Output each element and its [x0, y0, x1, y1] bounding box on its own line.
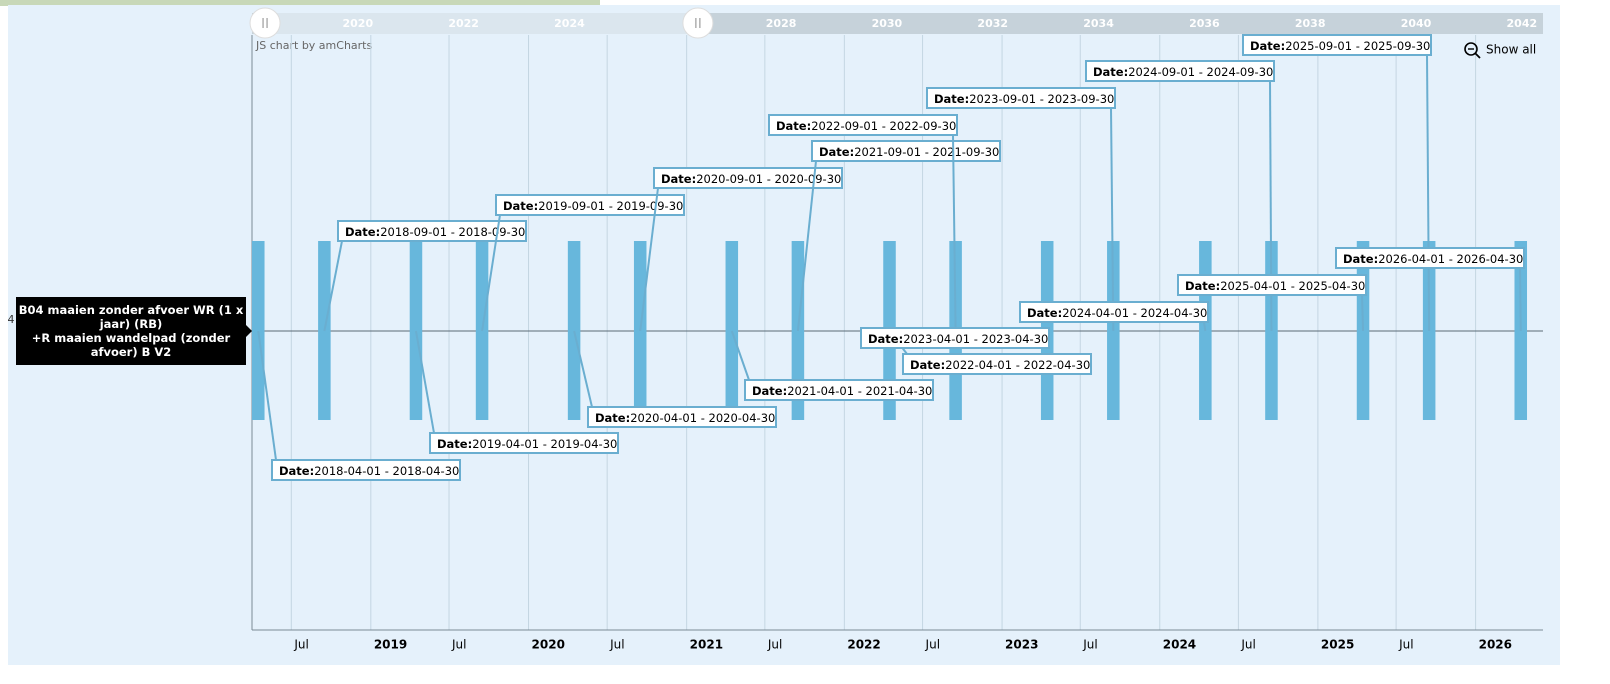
- x-tick-label: 2024: [1163, 638, 1196, 652]
- callout-key: Date:: [910, 358, 945, 372]
- callout-label: 2023-09-01 - 2023-09-30: [969, 92, 1114, 106]
- scrollbar-tick-label: 2040: [1401, 17, 1432, 30]
- scrollbar-tick-label: 2020: [343, 17, 374, 30]
- task-bar: [568, 241, 581, 420]
- grip-circle: [683, 8, 713, 38]
- callout-label: 2018-09-01 - 2018-09-30: [380, 225, 525, 239]
- scrollbar-tick-label: 2042: [1507, 17, 1538, 30]
- callout-key: Date:: [345, 225, 380, 239]
- callout-label: 2019-04-01 - 2019-04-30: [472, 437, 617, 451]
- callout-text: Date:2021-04-01 - 2021-04-30: [752, 384, 932, 398]
- callout-text: Date:2025-04-01 - 2025-04-30: [1185, 279, 1365, 293]
- callout-label: 2024-04-01 - 2024-04-30: [1062, 306, 1207, 320]
- scrollbar-grip[interactable]: [683, 8, 713, 38]
- show-all-label[interactable]: Show all: [1486, 43, 1536, 57]
- scrollbar-tick-label: 2032: [977, 17, 1008, 30]
- callout-text: Date:2018-04-01 - 2018-04-30: [279, 464, 459, 478]
- callout-key: Date:: [776, 119, 811, 133]
- callout-key: Date:: [1027, 306, 1062, 320]
- callout-label: 2021-04-01 - 2021-04-30: [787, 384, 932, 398]
- callout-connector: [1204, 322, 1205, 331]
- task-bar: [252, 241, 265, 420]
- callout-label: 2022-09-01 - 2022-09-30: [811, 119, 956, 133]
- callout-label: 2025-09-01 - 2025-09-30: [1285, 39, 1430, 53]
- callout-text: Date:2024-04-01 - 2024-04-30: [1027, 306, 1207, 320]
- scrollbar-tick-label: 2030: [872, 17, 903, 30]
- x-tick-label: Jul: [451, 638, 466, 652]
- x-tick-label: 2021: [690, 638, 723, 652]
- x-tick-label: Jul: [1082, 638, 1097, 652]
- callout-key: Date:: [934, 92, 969, 106]
- scrollbar-tick-label: 2038: [1295, 17, 1326, 30]
- watermark: JS chart by amCharts: [255, 39, 372, 52]
- category-tooltip: B04 maaien zonder afvoer WR (1 x jaar) (…: [16, 297, 246, 365]
- callout-text: Date:2026-04-01 - 2026-04-30: [1343, 252, 1523, 266]
- scrollbar-tick-label: 2022: [448, 17, 479, 30]
- x-tick-label: 2026: [1479, 638, 1512, 652]
- callout-key: Date:: [1093, 65, 1128, 79]
- callout-connector: [1362, 295, 1363, 331]
- callout-label: 2024-09-01 - 2024-09-30: [1128, 65, 1273, 79]
- callout-key: Date:: [752, 384, 787, 398]
- y-tick-label: 4: [8, 313, 15, 326]
- callout-text: Date:2022-09-01 - 2022-09-30: [776, 119, 956, 133]
- x-tick-label: 2023: [1005, 638, 1038, 652]
- callout-label: 2018-04-01 - 2018-04-30: [314, 464, 459, 478]
- x-tick-label: Jul: [293, 638, 308, 652]
- callout-label: 2020-09-01 - 2020-09-30: [696, 172, 841, 186]
- callout-key: Date:: [279, 464, 314, 478]
- x-tick-label: 2025: [1321, 638, 1354, 652]
- task-bar: [410, 241, 423, 420]
- scrollbar-selection: [265, 13, 698, 34]
- callout-label: 2022-04-01 - 2022-04-30: [945, 358, 1090, 372]
- callout-text: Date:2024-09-01 - 2024-09-30: [1093, 65, 1273, 79]
- callout-label: 2025-04-01 - 2025-04-30: [1220, 279, 1365, 293]
- callout-key: Date:: [437, 437, 472, 451]
- callout-key: Date:: [1185, 279, 1220, 293]
- callout-label: 2021-09-01 - 2021-09-30: [854, 145, 999, 159]
- x-tick-label: 2022: [847, 638, 880, 652]
- x-tick-label: Jul: [925, 638, 940, 652]
- x-tick-label: 2019: [374, 638, 407, 652]
- task-bar: [726, 241, 739, 420]
- callout-text: Date:2019-04-01 - 2019-04-30: [437, 437, 617, 451]
- callout-key: Date:: [1343, 252, 1378, 266]
- callout-connector: [1520, 268, 1521, 331]
- grip-circle: [250, 8, 280, 38]
- callout-key: Date:: [661, 172, 696, 186]
- scrollbar-grip[interactable]: [250, 8, 280, 38]
- callout-label: 2020-04-01 - 2020-04-30: [630, 411, 775, 425]
- x-tick-label: Jul: [609, 638, 624, 652]
- callout-key: Date:: [819, 145, 854, 159]
- x-tick-label: 2020: [532, 638, 565, 652]
- scrollbar-tick-label: 2028: [766, 17, 797, 30]
- callout-key: Date:: [595, 411, 630, 425]
- x-tick-label: Jul: [1240, 638, 1255, 652]
- x-tick-label: Jul: [767, 638, 782, 652]
- callout-key: Date:: [503, 199, 538, 213]
- callout-text: Date:2023-04-01 - 2023-04-30: [868, 332, 1048, 346]
- callout-label: 2023-04-01 - 2023-04-30: [903, 332, 1048, 346]
- callout-text: Date:2023-09-01 - 2023-09-30: [934, 92, 1114, 106]
- page: {"chart_data": { "type": "gantt", "water…: [0, 0, 1610, 684]
- callout-key: Date:: [868, 332, 903, 346]
- callout-label: 2019-09-01 - 2019-09-30: [538, 199, 683, 213]
- callout-text: Date:2020-04-01 - 2020-04-30: [595, 411, 775, 425]
- callout-text: Date:2022-04-01 - 2022-04-30: [910, 358, 1090, 372]
- callout-key: Date:: [1250, 39, 1285, 53]
- callout-text: Date:2025-09-01 - 2025-09-30: [1250, 39, 1430, 53]
- callout-label: 2026-04-01 - 2026-04-30: [1378, 252, 1523, 266]
- x-tick-label: Jul: [1398, 638, 1413, 652]
- scrollbar-tick-label: 2036: [1189, 17, 1220, 30]
- scrollbar-tick-label: 2024: [554, 17, 585, 30]
- callout-text: Date:2021-09-01 - 2021-09-30: [819, 145, 999, 159]
- scrollbar-tick-label: 2034: [1083, 17, 1114, 30]
